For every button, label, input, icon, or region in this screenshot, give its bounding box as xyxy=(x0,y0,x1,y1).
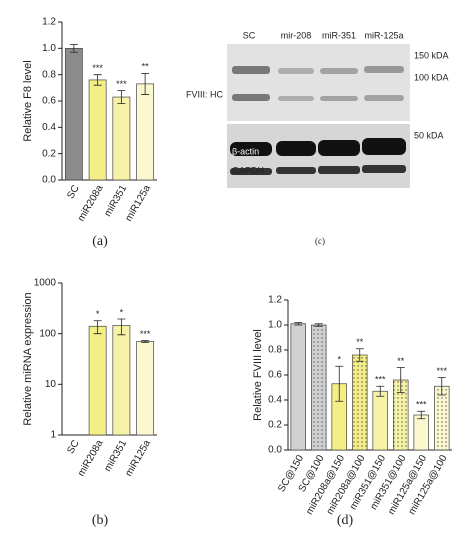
y-tick-label: 0.2 xyxy=(42,148,56,159)
y-tick-label: 0.0 xyxy=(268,445,282,456)
significance: *** xyxy=(140,329,151,339)
row-label: FVIII: HC xyxy=(186,89,224,99)
y-tick-label: 1 xyxy=(50,430,56,441)
y-axis-label: Relative miRNA expression xyxy=(22,292,34,425)
y-tick-label: 0.8 xyxy=(268,345,282,356)
error-bar xyxy=(117,318,126,336)
panel-label: (b) xyxy=(92,513,109,528)
y-axis-label: Relative FVIII level xyxy=(252,329,264,421)
row-label: GAPDH xyxy=(232,165,264,175)
y-tick-label: 10 xyxy=(45,379,57,390)
lane-label: mir-208 xyxy=(281,30,312,40)
marker-label: 150 kDA xyxy=(414,50,449,60)
significance: ** xyxy=(397,356,405,366)
significance: *** xyxy=(416,400,427,410)
panel-label: (d) xyxy=(337,513,354,528)
blot-membrane xyxy=(227,44,410,121)
significance: *** xyxy=(375,375,386,385)
bar xyxy=(372,390,388,451)
lane-label: SC xyxy=(243,30,256,40)
y-tick-label: 1.2 xyxy=(42,17,56,28)
bar xyxy=(64,47,83,181)
x-tick-label: SC xyxy=(65,438,81,456)
error-bar xyxy=(93,320,102,335)
bar xyxy=(112,325,131,436)
error-bar xyxy=(117,90,126,105)
bar xyxy=(88,325,107,436)
y-tick-label: 1.0 xyxy=(42,43,56,54)
error-bar xyxy=(69,43,78,53)
significance: ** xyxy=(356,337,364,347)
significance: * xyxy=(120,307,124,317)
y-tick-label: 0.6 xyxy=(42,96,56,107)
bar xyxy=(136,83,155,181)
y-tick-label: 0.8 xyxy=(42,69,56,80)
marker-label: 50 kDA xyxy=(414,130,444,140)
x-tick-label: SC xyxy=(65,183,81,201)
significance: *** xyxy=(116,79,127,89)
y-tick-label: 0.4 xyxy=(42,122,56,133)
panel-label: (c) xyxy=(315,236,325,246)
error-bar xyxy=(141,72,150,95)
bar xyxy=(136,341,155,436)
error-bar xyxy=(396,367,405,393)
marker-label: 100 kDA xyxy=(414,72,449,82)
lane-label: miR-125a xyxy=(364,30,403,40)
y-tick-label: 1.2 xyxy=(268,295,282,306)
y-tick-label: 1.0 xyxy=(268,320,282,331)
error-bar xyxy=(93,74,102,86)
bar xyxy=(413,414,429,451)
error-bar xyxy=(376,385,385,397)
error-bar xyxy=(141,340,150,343)
bar-pattern xyxy=(311,325,327,450)
significance: *** xyxy=(92,63,103,73)
row-label: β-actin xyxy=(232,146,259,156)
bar-pattern xyxy=(352,355,368,450)
y-tick-label: 1000 xyxy=(34,278,57,289)
y-tick-label: 0.0 xyxy=(42,175,56,186)
significance: ** xyxy=(142,62,150,72)
y-axis-label: Relative F8 level xyxy=(22,60,34,141)
significance: * xyxy=(96,309,100,319)
error-bar xyxy=(355,348,364,362)
western-blot: SC mir-208 miR-351 miR-125a FVIII: HC β-… xyxy=(186,30,449,246)
error-bar xyxy=(314,323,323,327)
significance: * xyxy=(337,355,341,365)
bar xyxy=(112,96,131,181)
bar xyxy=(290,323,306,451)
bar-pattern xyxy=(393,380,409,450)
bar xyxy=(88,79,107,181)
lane-label: miR-351 xyxy=(322,30,356,40)
error-bar xyxy=(437,377,446,396)
significance: *** xyxy=(436,366,447,376)
error-bar xyxy=(335,365,344,402)
bar-pattern xyxy=(434,386,450,450)
y-tick-label: 100 xyxy=(39,328,56,339)
y-tick-label: 0.4 xyxy=(268,395,282,406)
error-bar xyxy=(294,322,303,326)
error-bar xyxy=(417,410,426,420)
panel-label: (a) xyxy=(92,234,108,249)
y-tick-label: 0.6 xyxy=(268,370,282,381)
y-tick-label: 0.2 xyxy=(268,420,282,431)
